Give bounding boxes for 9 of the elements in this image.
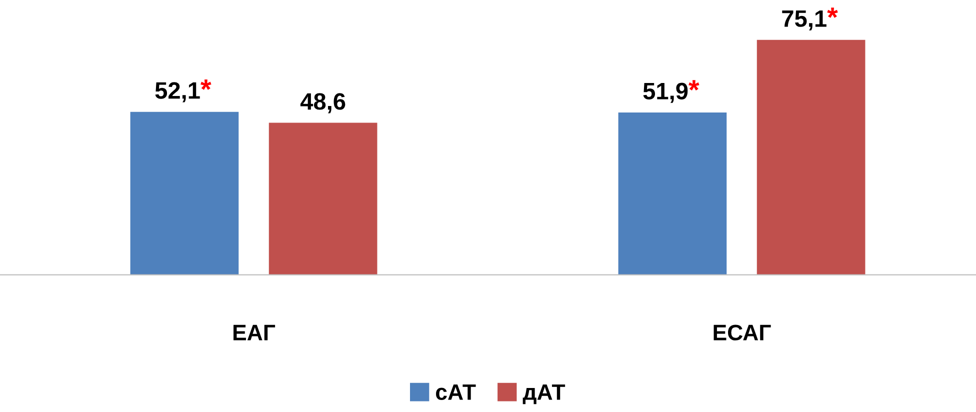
legend-label: дАТ xyxy=(522,384,566,404)
bar xyxy=(618,112,727,275)
data-label: 48,6 xyxy=(300,93,346,114)
bar xyxy=(756,40,866,275)
x-tick-label: ЕСАГ xyxy=(714,324,771,340)
legend-label: сАТ xyxy=(436,384,476,400)
bar xyxy=(130,112,239,275)
bar xyxy=(268,122,378,275)
x-tick-label: ЕАГ xyxy=(234,324,276,340)
